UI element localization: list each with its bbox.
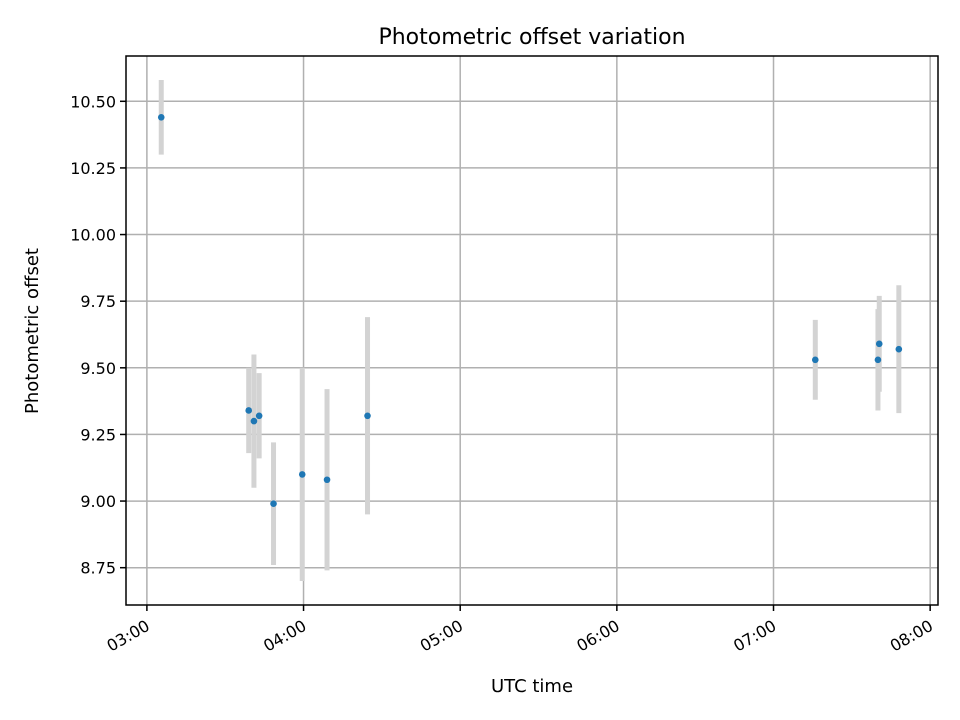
x-tick-label: 08:00	[887, 616, 936, 656]
y-tick-label: 8.75	[80, 559, 116, 578]
data-point	[245, 407, 253, 414]
data-point	[364, 412, 371, 420]
y-tick-label: 9.00	[80, 492, 116, 511]
data-point	[255, 412, 263, 420]
plot-frame	[125, 55, 939, 606]
data-point	[298, 471, 306, 478]
chart-title: Photometric offset variation	[378, 25, 685, 50]
y-tick-label: 10.50	[70, 92, 116, 111]
x-tick-label: 06:00	[573, 616, 622, 656]
y-tick-label: 9.75	[80, 292, 116, 311]
y-tick-label: 10.25	[70, 159, 116, 178]
x-tick-label: 03:00	[103, 616, 152, 656]
x-tick-label: 05:00	[417, 616, 466, 656]
data-point	[323, 476, 331, 484]
y-tick-label: 9.50	[80, 359, 116, 378]
data-point	[811, 356, 819, 364]
y-tick-label: 10.00	[70, 226, 116, 245]
data-point	[875, 340, 883, 348]
y-axis-label: Photometric offset	[22, 248, 43, 414]
data-points	[157, 113, 903, 508]
x-axis-label: UTC time	[491, 676, 573, 697]
data-point	[874, 356, 882, 364]
data-point	[157, 113, 165, 121]
y-tick-label: 9.25	[80, 425, 116, 444]
axis-ticks: 03:00 04:00 05:00 06:00 07:00 08:00 8.75 9.00 9.…	[70, 92, 936, 655]
data-point	[250, 417, 258, 425]
grid-lines	[126, 56, 938, 605]
data-point	[895, 345, 903, 353]
x-tick-label: 07:00	[730, 616, 779, 656]
x-tick-label: 04:00	[260, 616, 309, 656]
data-point	[270, 500, 277, 508]
